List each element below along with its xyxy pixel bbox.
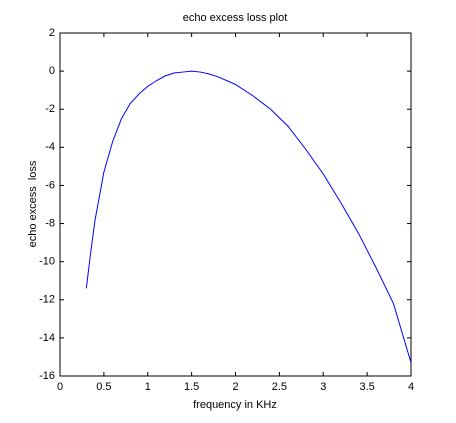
x-tick-label: 1 [145, 381, 151, 393]
line-series [85, 70, 412, 363]
y-tick-label: -6 [45, 179, 55, 191]
x-tick-label: 2 [232, 381, 238, 393]
x-tick-label: 0.5 [96, 381, 111, 393]
y-tick-label: 0 [49, 65, 55, 77]
x-tick-label: 3.5 [359, 381, 374, 393]
x-tick-label: 2.5 [272, 381, 287, 393]
y-tick-label: -12 [39, 294, 55, 306]
y-tick-label: -14 [39, 332, 55, 344]
y-tick-label: -10 [39, 256, 55, 268]
x-tick-label: 0 [57, 381, 63, 393]
y-tick-label: -2 [45, 103, 55, 115]
y-axis-label: echo excess loss [27, 160, 39, 247]
plot-box [59, 32, 412, 377]
x-tick-label: 1.5 [184, 381, 199, 393]
x-axis-label: frequency in KHz [193, 399, 277, 411]
y-tick-label: 2 [49, 27, 55, 39]
x-tick-label: 4 [408, 381, 414, 393]
chart-title: echo excess loss plot [183, 12, 288, 24]
x-tick-label: 3 [320, 381, 326, 393]
y-tick-label: -8 [45, 217, 55, 229]
y-tick-label: -4 [45, 141, 55, 153]
y-tick-label: -16 [39, 370, 55, 382]
